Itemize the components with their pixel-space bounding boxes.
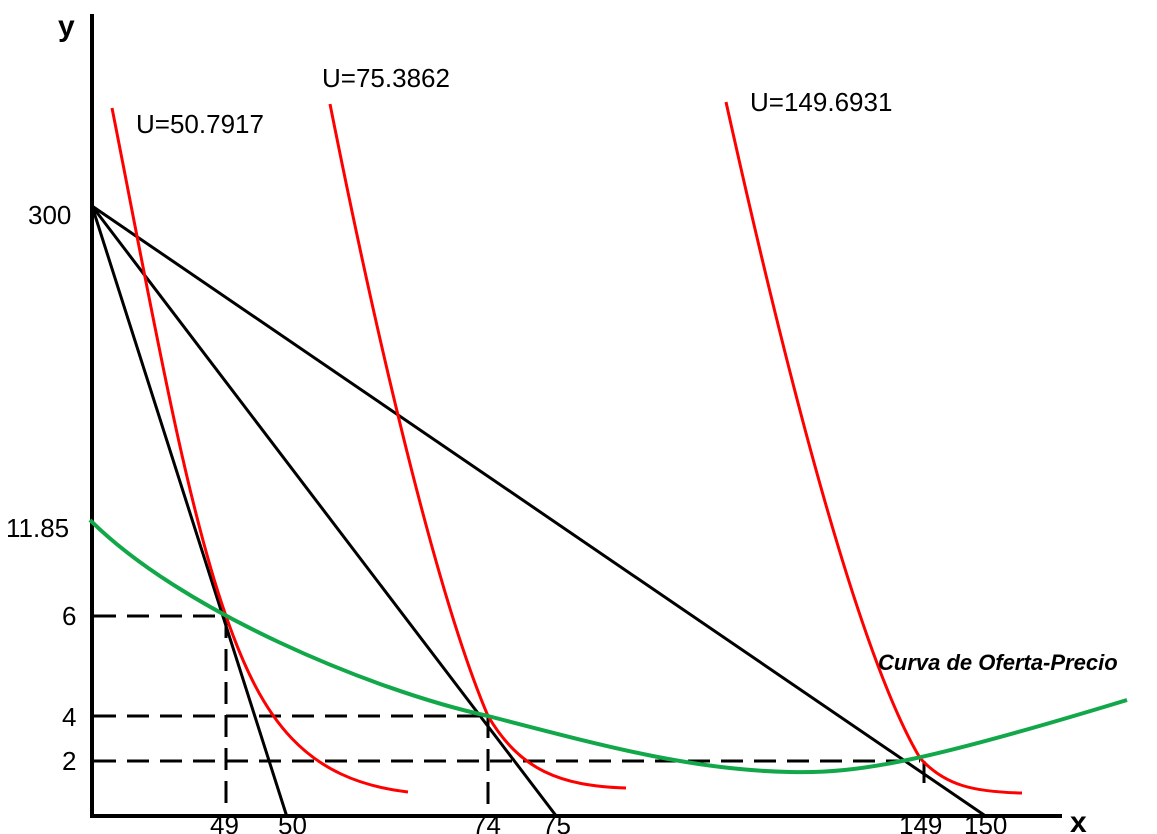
- indifference-curves: [110, 101, 1023, 795]
- indifference-curve-2: [328, 103, 627, 790]
- indifference-label-1: U=50.7917: [136, 109, 264, 139]
- x-tick-75: 75: [542, 810, 571, 834]
- x-axis-label: x: [1070, 806, 1087, 834]
- y-tick-6: 6: [62, 601, 76, 631]
- y-axis-label: y: [58, 10, 75, 43]
- y-tick-4: 4: [62, 702, 76, 732]
- x-tick-150: 150: [964, 810, 1007, 834]
- guide-lines: [94, 614, 926, 814]
- indifference-curve-1: [110, 107, 409, 794]
- y-tick-2: 2: [62, 746, 76, 776]
- indifference-curve-3: [724, 101, 1023, 795]
- x-tick-149: 149: [899, 810, 942, 834]
- x-tick-50: 50: [278, 810, 307, 834]
- y-tick-300: 300: [28, 200, 71, 230]
- budget-line-50: [90, 205, 289, 818]
- indifference-label-3: U=149.6931: [750, 87, 892, 117]
- x-tick-49: 49: [210, 810, 239, 834]
- offer-curve-label: Curva de Oferta-Precio: [878, 650, 1118, 675]
- budget-line-75: [90, 205, 559, 818]
- price-offer-curve: [88, 518, 1128, 775]
- budget-line-150: [91, 204, 988, 819]
- y-tick-11-85: 11.85: [6, 513, 69, 543]
- x-tick-74: 74: [472, 810, 501, 834]
- indifference-label-2: U=75.3862: [322, 63, 450, 93]
